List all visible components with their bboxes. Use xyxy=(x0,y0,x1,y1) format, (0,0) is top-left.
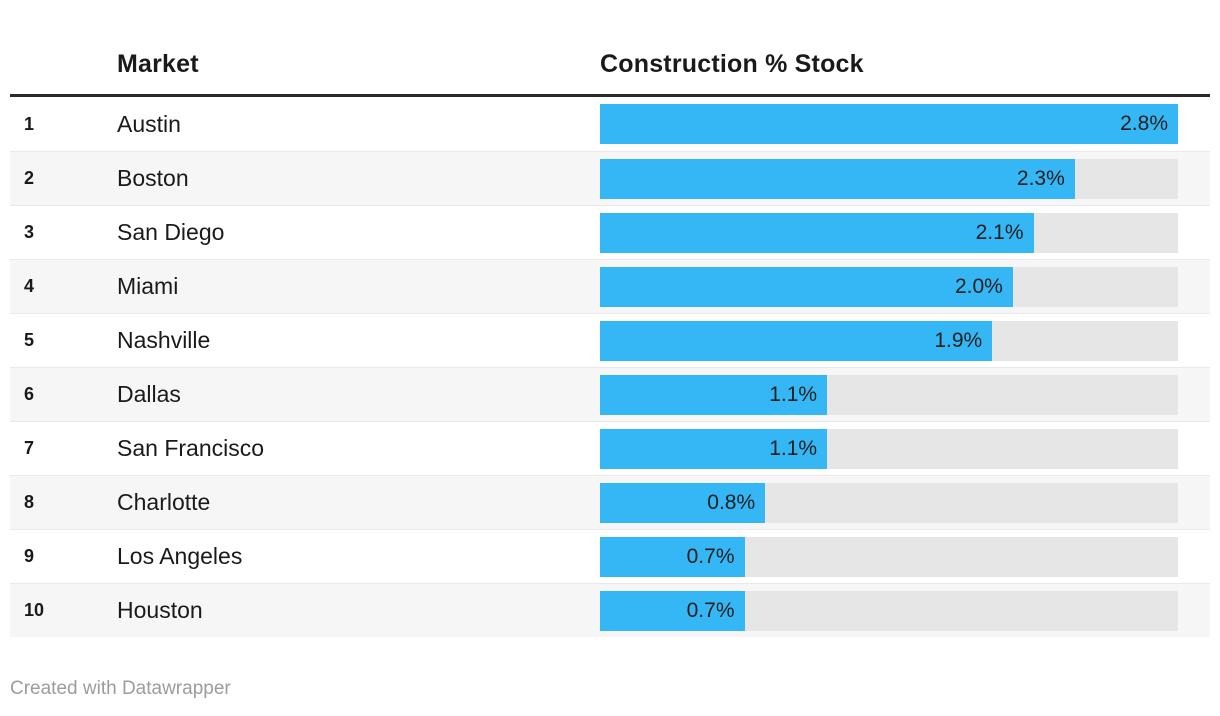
bar-cell: 1.9% xyxy=(600,320,1210,361)
bar-value-label: 0.8% xyxy=(707,490,756,514)
bar-cell: 2.3% xyxy=(600,158,1210,199)
market-name: Charlotte xyxy=(117,489,211,515)
market-name: San Diego xyxy=(117,219,225,245)
bar-cell: 0.7% xyxy=(600,590,1210,631)
table-row: 7 San Francisco 1.1% xyxy=(10,421,1210,475)
bar-track: 1.1% xyxy=(600,374,1178,415)
bar-track: 1.9% xyxy=(600,320,1178,361)
bar-table-chart: Market Construction % Stock 1 Austin 2.8… xyxy=(10,0,1210,637)
rank-cell: 3 xyxy=(24,222,35,242)
bar-track: 0.7% xyxy=(600,536,1178,577)
bar-track: 2.8% xyxy=(600,104,1178,144)
table-header: Market Construction % Stock xyxy=(10,0,1210,97)
bar-value-label: 1.1% xyxy=(769,436,818,460)
bar-value-label: 2.3% xyxy=(1016,166,1065,190)
bar: 1.1% xyxy=(600,374,828,415)
value-column-header: Construction % Stock xyxy=(600,50,864,78)
bar-track: 0.7% xyxy=(600,590,1178,631)
bar-cell: 2.0% xyxy=(600,266,1210,307)
bar-value-label: 0.7% xyxy=(686,544,735,568)
bar: 1.9% xyxy=(600,320,993,361)
bar-value-label: 0.7% xyxy=(686,598,735,622)
table-row: 8 Charlotte 0.8% xyxy=(10,475,1210,529)
bar-cell: 2.8% xyxy=(600,104,1210,144)
market-name: Dallas xyxy=(117,381,181,407)
rank-cell: 2 xyxy=(24,168,35,188)
rank-cell: 4 xyxy=(24,276,35,296)
bar-cell: 2.1% xyxy=(600,212,1210,253)
table-row: 5 Nashville 1.9% xyxy=(10,313,1210,367)
bar-value-label: 2.8% xyxy=(1120,112,1168,135)
bar-track: 2.1% xyxy=(600,212,1178,253)
bar-track: 2.3% xyxy=(600,158,1178,199)
table-row: 1 Austin 2.8% xyxy=(10,97,1210,151)
bar-value-label: 2.0% xyxy=(954,274,1003,298)
bar: 1.1% xyxy=(600,428,828,469)
rank-cell: 9 xyxy=(24,546,35,566)
bar: 2.3% xyxy=(600,158,1075,199)
table-body: 1 Austin 2.8% 2 Boston 2.3% 3 San Diego xyxy=(10,97,1210,637)
bar: 2.1% xyxy=(600,212,1034,253)
market-column-header: Market xyxy=(117,50,199,78)
bar-value-label: 2.1% xyxy=(975,220,1024,244)
bar-cell: 0.7% xyxy=(600,536,1210,577)
bar: 2.8% xyxy=(600,104,1178,144)
rank-cell: 1 xyxy=(24,113,35,134)
bar-value-label: 1.1% xyxy=(769,382,818,406)
rank-cell: 7 xyxy=(24,438,35,458)
market-name: Nashville xyxy=(117,327,211,353)
table-row: 4 Miami 2.0% xyxy=(10,259,1210,313)
market-name: Houston xyxy=(117,597,203,623)
bar-track: 0.8% xyxy=(600,482,1178,523)
datawrapper-credit: Created with Datawrapper xyxy=(10,678,231,699)
rank-cell: 8 xyxy=(24,492,35,512)
bar: 0.8% xyxy=(600,482,766,523)
bar-track: 1.1% xyxy=(600,428,1178,469)
table-row: 9 Los Angeles 0.7% xyxy=(10,529,1210,583)
market-name: Austin xyxy=(117,110,181,137)
table-row: 6 Dallas 1.1% xyxy=(10,367,1210,421)
table-row: 3 San Diego 2.1% xyxy=(10,205,1210,259)
table-row: 10 Houston 0.7% xyxy=(10,583,1210,637)
bar: 0.7% xyxy=(600,590,745,631)
market-name: San Francisco xyxy=(117,435,265,461)
bar-value-label: 1.9% xyxy=(934,328,983,352)
market-name: Miami xyxy=(117,273,179,299)
bar: 0.7% xyxy=(600,536,745,577)
bar: 2.0% xyxy=(600,266,1013,307)
market-name: Boston xyxy=(117,165,189,191)
market-name: Los Angeles xyxy=(117,543,243,569)
bar-cell: 1.1% xyxy=(600,428,1210,469)
rank-cell: 10 xyxy=(24,600,45,620)
rank-cell: 5 xyxy=(24,330,35,350)
bar-cell: 0.8% xyxy=(600,482,1210,523)
table-row: 2 Boston 2.3% xyxy=(10,151,1210,205)
bar-track: 2.0% xyxy=(600,266,1178,307)
rank-cell: 6 xyxy=(24,384,35,404)
bar-cell: 1.1% xyxy=(600,374,1210,415)
